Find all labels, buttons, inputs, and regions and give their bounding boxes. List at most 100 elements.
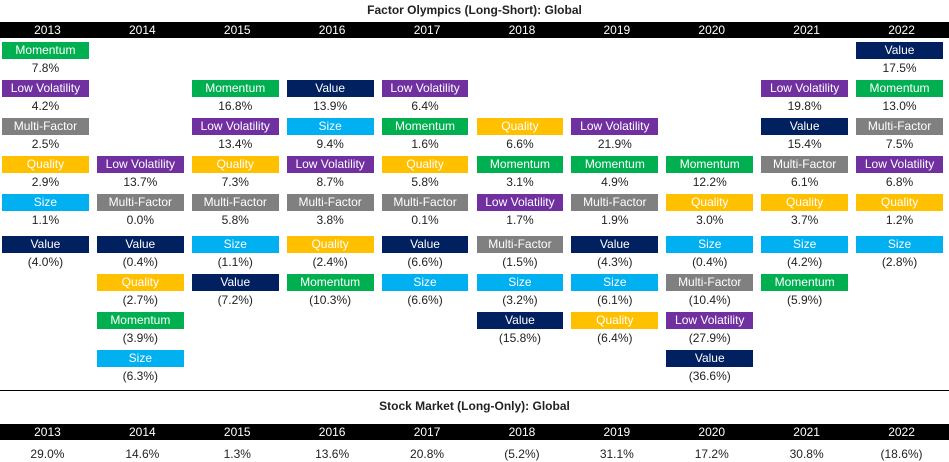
factor-year-2019: 2019	[603, 23, 631, 37]
factor-label-2013-low-volatility: Low Volatility	[2, 80, 89, 97]
market-value-2019: 31.1%	[599, 447, 634, 461]
market-value-2016: 13.6%	[315, 447, 350, 461]
factor-value-2018-low-volatility: 1.7%	[506, 213, 534, 227]
factor-value-2020-size: (0.4%)	[692, 255, 728, 269]
factor-year-2015: 2015	[223, 23, 251, 37]
factor-value-2014-quality: (2.7%)	[122, 293, 158, 307]
factor-year-2016: 2016	[318, 23, 346, 37]
factor-label-2017-size: Size	[381, 274, 469, 291]
factor-year-2018: 2018	[508, 23, 536, 37]
factor-year-2014: 2014	[128, 23, 156, 37]
factor-year-2017: 2017	[413, 23, 441, 37]
factor-value-2015-value: (7.2%)	[217, 293, 253, 307]
market-value-2014: 14.6%	[125, 447, 160, 461]
divider-top	[0, 390, 949, 391]
factor-value-2015-quality: 7.3%	[221, 175, 249, 189]
factor-label-2016-value: Value	[286, 80, 374, 97]
factor-value-2019-value: (4.3%)	[597, 255, 633, 269]
factor-label-2022-size: Size	[856, 236, 943, 253]
factor-value-2021-multi-factor: 6.1%	[790, 175, 819, 189]
factor-value-2020-quality: 3.0%	[696, 213, 724, 227]
factor-label-2022-value: Value	[856, 42, 943, 59]
factor-label-2021-momentum: Momentum	[761, 274, 849, 291]
market-year-2015: 2015	[223, 425, 251, 439]
factor-value-2015-multi-factor: 5.8%	[221, 213, 249, 227]
factor-value-2014-multi-factor: 0.0%	[126, 213, 155, 227]
factor-value-2018-multi-factor: (1.5%)	[502, 255, 538, 269]
factor-label-2020-value: Value	[666, 350, 754, 367]
factor-label-2022-quality: Quality	[856, 194, 943, 211]
factor-value-2013-multi-factor: 2.5%	[31, 137, 60, 151]
factor-value-2016-momentum: (10.3%)	[309, 293, 352, 307]
factor-label-2018-low-volatility: Low Volatility	[476, 194, 564, 211]
market-value-2015: 1.3%	[223, 447, 251, 461]
factor-year-2013: 2013	[34, 23, 61, 37]
factor-value-2020-value: (36.6%)	[688, 369, 731, 383]
factor-value-2014-value: (0.4%)	[122, 255, 158, 269]
factor-label-2018-size: Size	[476, 274, 564, 291]
factor-label-2016-quality: Quality	[286, 236, 374, 253]
factor-label-2013-momentum: Momentum	[2, 42, 89, 59]
factor-value-2020-low-volatility: (27.9%)	[688, 331, 731, 345]
factor-label-2015-value: Value	[191, 274, 279, 291]
market-year-2020: 2020	[698, 425, 726, 439]
factor-value-2018-quality: 6.6%	[506, 137, 534, 151]
factor-value-2016-low-volatility: 8.7%	[316, 175, 344, 189]
factor-label-2017-low-volatility: Low Volatility	[381, 80, 469, 97]
factor-label-2014-size: Size	[96, 350, 184, 367]
factor-label-2017-value: Value	[381, 236, 469, 253]
factor-year-header: 2013 2014 2015 2016 2017 2018 2019 2020 2021 2022	[0, 22, 949, 38]
factor-label-2014-momentum: Momentum	[96, 312, 184, 329]
factor-value-2019-low-volatility: 21.9%	[597, 137, 632, 151]
factor-value-2017-size: (6.6%)	[407, 293, 443, 307]
factor-label-2016-size: Size	[286, 118, 374, 135]
market-value-2018: (5.2%)	[504, 447, 540, 461]
factor-value-2022-value: 17.5%	[882, 61, 917, 75]
market-value-2020: 17.2%	[694, 447, 729, 461]
factor-label-2019-momentum: Momentum	[571, 156, 659, 173]
factor-label-2020-momentum: Momentum	[666, 156, 754, 173]
factor-label-2015-momentum: Momentum	[191, 80, 279, 97]
factor-value-2016-multi-factor: 3.8%	[316, 213, 344, 227]
market-value-2021: 30.8%	[789, 447, 824, 461]
factor-label-2013-value: Value	[2, 236, 89, 253]
market-title: Stock Market (Long-Only): Global	[379, 399, 570, 413]
factor-value-2016-size: 9.4%	[316, 137, 344, 151]
factor-label-2013-multi-factor: Multi-Factor	[2, 118, 89, 135]
factor-label-2015-low-volatility: Low Volatility	[191, 118, 279, 135]
factor-value-2015-size: (1.1%)	[217, 255, 253, 269]
factor-label-2013-size: Size	[2, 194, 89, 211]
factor-value-2018-size: (3.2%)	[502, 293, 538, 307]
factor-label-2020-multi-factor: Multi-Factor	[666, 274, 754, 291]
factor-label-2021-size: Size	[761, 236, 849, 253]
market-year-2017: 2017	[413, 425, 441, 439]
factor-year-2021: 2021	[793, 23, 820, 37]
market-value-2013: 29.0%	[30, 447, 65, 461]
market-value-2017: 20.8%	[410, 447, 445, 461]
market-year-2014: 2014	[128, 425, 156, 439]
factor-value-2019-momentum: 4.9%	[601, 175, 629, 189]
factor-label-2017-quality: Quality	[381, 156, 469, 173]
factor-label-2018-value: Value	[476, 312, 564, 329]
factor-label-2022-momentum: Momentum	[856, 80, 943, 97]
factor-label-2017-multi-factor: Multi-Factor	[381, 194, 469, 211]
market-year-header: 2013 2014 2015 2016 2017 2018 2019 2020 2021 2022	[0, 424, 949, 440]
factor-value-2022-low-volatility: 6.8%	[885, 175, 914, 189]
market-year-2022: 2022	[888, 425, 915, 439]
factor-value-2018-value: (15.8%)	[498, 331, 541, 345]
factor-value-2020-multi-factor: (10.4%)	[688, 293, 731, 307]
factor-value-2022-size: (2.8%)	[881, 255, 918, 269]
factor-label-2022-multi-factor: Multi-Factor	[856, 118, 943, 135]
factor-value-2021-low-volatility: 19.8%	[787, 99, 822, 113]
factor-label-2014-low-volatility: Low Volatility	[96, 156, 184, 173]
factor-label-2015-size: Size	[191, 236, 279, 253]
factor-year-2020: 2020	[698, 23, 726, 37]
factor-value-2022-multi-factor: 7.5%	[885, 137, 914, 151]
factor-value-2022-momentum: 13.0%	[882, 99, 917, 113]
factor-label-2020-size: Size	[666, 236, 754, 253]
factor-value-2014-momentum: (3.9%)	[122, 331, 158, 345]
factor-value-2017-quality: 5.8%	[411, 175, 439, 189]
factor-value-2013-momentum: 7.8%	[31, 61, 60, 75]
factor-label-2019-multi-factor: Multi-Factor	[571, 194, 659, 211]
factor-value-2013-quality: 2.9%	[31, 175, 60, 189]
